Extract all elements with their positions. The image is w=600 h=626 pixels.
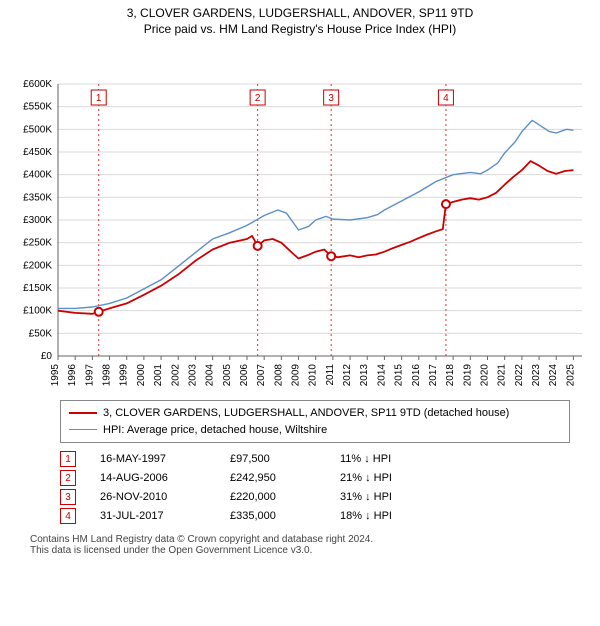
svg-text:£50K: £50K <box>29 328 53 339</box>
svg-text:2: 2 <box>255 93 261 104</box>
svg-text:£200K: £200K <box>23 260 52 271</box>
svg-text:2012: 2012 <box>342 364 353 387</box>
footer-line1: Contains HM Land Registry data © Crown c… <box>30 534 570 545</box>
svg-text:1999: 1999 <box>119 364 130 387</box>
event-marker: 4 <box>60 508 76 524</box>
legend-swatch <box>69 429 97 430</box>
svg-text:2002: 2002 <box>170 364 181 387</box>
svg-text:2025: 2025 <box>565 364 576 387</box>
event-date: 16-MAY-1997 <box>100 453 230 465</box>
event-date: 26-NOV-2010 <box>100 491 230 503</box>
svg-text:1996: 1996 <box>67 364 78 387</box>
svg-text:1: 1 <box>96 93 102 104</box>
svg-text:2006: 2006 <box>239 364 250 387</box>
svg-text:2005: 2005 <box>222 364 233 387</box>
svg-text:£100K: £100K <box>23 306 52 317</box>
event-marker: 2 <box>60 470 76 486</box>
svg-text:£500K: £500K <box>23 124 52 135</box>
legend-swatch <box>69 412 97 414</box>
event-delta: 11% ↓ HPI <box>340 453 460 465</box>
chart-title-line2: Price paid vs. HM Land Registry's House … <box>0 22 600 36</box>
svg-text:2009: 2009 <box>291 364 302 387</box>
event-row: 1 16-MAY-1997£97,50011% ↓ HPI <box>60 451 570 467</box>
svg-text:1995: 1995 <box>50 364 61 387</box>
svg-text:2013: 2013 <box>359 364 370 387</box>
event-row: 2 14-AUG-2006£242,95021% ↓ HPI <box>60 470 570 486</box>
legend: 3, CLOVER GARDENS, LUDGERSHALL, ANDOVER,… <box>60 400 570 443</box>
svg-text:2024: 2024 <box>548 364 559 387</box>
event-date: 14-AUG-2006 <box>100 472 230 484</box>
svg-text:1998: 1998 <box>102 364 113 387</box>
legend-label: 3, CLOVER GARDENS, LUDGERSHALL, ANDOVER,… <box>103 405 509 422</box>
svg-text:2015: 2015 <box>394 364 405 387</box>
event-price: £220,000 <box>230 491 340 503</box>
chart-title-line1: 3, CLOVER GARDENS, LUDGERSHALL, ANDOVER,… <box>0 6 600 20</box>
svg-text:1997: 1997 <box>84 364 95 387</box>
svg-text:2016: 2016 <box>411 364 422 387</box>
event-price: £242,950 <box>230 472 340 484</box>
svg-text:£450K: £450K <box>23 147 52 158</box>
svg-text:£0: £0 <box>41 351 53 362</box>
svg-text:2011: 2011 <box>325 364 336 386</box>
svg-text:2010: 2010 <box>308 364 319 387</box>
svg-text:£400K: £400K <box>23 170 52 181</box>
events-table: 1 16-MAY-1997£97,50011% ↓ HPI 2 14-AUG-2006… <box>60 451 570 524</box>
svg-text:2004: 2004 <box>205 364 216 387</box>
svg-text:2007: 2007 <box>256 364 267 387</box>
svg-text:2018: 2018 <box>445 364 456 387</box>
event-marker: 3 <box>60 489 76 505</box>
svg-text:3: 3 <box>328 93 334 104</box>
svg-text:£250K: £250K <box>23 238 52 249</box>
svg-text:2021: 2021 <box>497 364 508 387</box>
event-marker: 1 <box>60 451 76 467</box>
event-price: £335,000 <box>230 510 340 522</box>
event-delta: 18% ↓ HPI <box>340 510 460 522</box>
event-date: 31-JUL-2017 <box>100 510 230 522</box>
footer-line2: This data is licensed under the Open Gov… <box>30 545 570 556</box>
svg-text:2008: 2008 <box>273 364 284 387</box>
svg-text:2023: 2023 <box>531 364 542 387</box>
svg-text:2000: 2000 <box>136 364 147 387</box>
svg-text:4: 4 <box>443 93 449 104</box>
svg-text:2020: 2020 <box>480 364 491 387</box>
event-row: 4 31-JUL-2017£335,00018% ↓ HPI <box>60 508 570 524</box>
svg-text:2017: 2017 <box>428 364 439 387</box>
svg-text:2014: 2014 <box>376 364 387 387</box>
event-price: £97,500 <box>230 453 340 465</box>
legend-row: 3, CLOVER GARDENS, LUDGERSHALL, ANDOVER,… <box>69 405 561 422</box>
svg-text:£300K: £300K <box>23 215 52 226</box>
svg-text:2001: 2001 <box>153 364 164 387</box>
chart-canvas: £0 £50K £100K £150K £200K £250K £300K £350K £400… <box>0 40 600 400</box>
svg-text:2003: 2003 <box>187 364 198 387</box>
event-delta: 21% ↓ HPI <box>340 472 460 484</box>
svg-text:£350K: £350K <box>23 192 52 203</box>
footer: Contains HM Land Registry data © Crown c… <box>30 534 570 556</box>
legend-row: HPI: Average price, detached house, Wilt… <box>69 422 561 439</box>
legend-label: HPI: Average price, detached house, Wilt… <box>103 422 327 439</box>
event-row: 3 26-NOV-2010£220,00031% ↓ HPI <box>60 489 570 505</box>
svg-text:2022: 2022 <box>514 364 525 387</box>
svg-text:£150K: £150K <box>23 283 52 294</box>
svg-text:£600K: £600K <box>23 79 52 90</box>
svg-text:£550K: £550K <box>23 102 52 113</box>
svg-text:2019: 2019 <box>462 364 473 387</box>
event-delta: 31% ↓ HPI <box>340 491 460 503</box>
